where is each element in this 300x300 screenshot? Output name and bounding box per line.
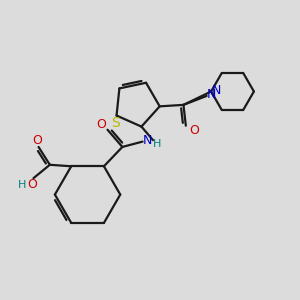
Text: O: O — [96, 118, 106, 131]
Text: H: H — [153, 139, 162, 149]
Text: S: S — [111, 116, 120, 130]
Text: N: N — [206, 88, 216, 101]
Text: O: O — [32, 134, 42, 147]
Text: N: N — [212, 83, 221, 97]
Text: O: O — [189, 124, 199, 136]
Text: O: O — [27, 178, 37, 191]
Text: H: H — [17, 180, 26, 190]
Text: N: N — [143, 134, 153, 147]
